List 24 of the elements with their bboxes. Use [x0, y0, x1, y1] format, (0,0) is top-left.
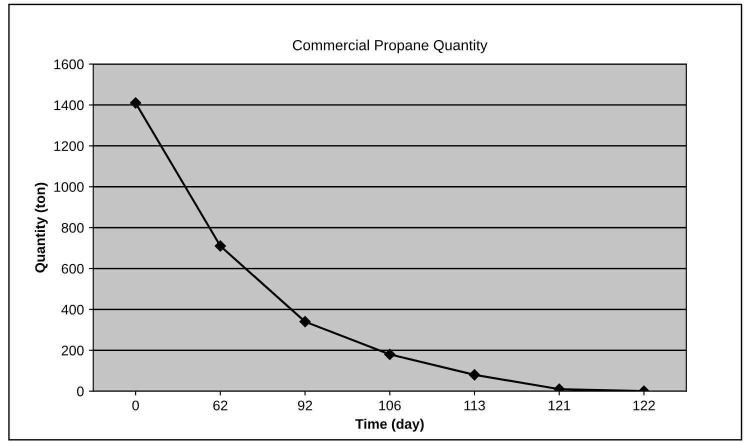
point — [384, 348, 396, 360]
x-axis-title: Time (day) — [355, 418, 424, 432]
x-tick-label: 106 — [379, 400, 401, 410]
point — [299, 316, 311, 328]
x-tick-label: 121 — [548, 400, 570, 410]
y-tick-label: 1000 — [54, 182, 84, 192]
y-tick-label: 400 — [61, 304, 84, 315]
x-tick-label: 122 — [633, 400, 655, 410]
x-tick-label: 0 — [132, 400, 139, 410]
y-axis-title: Quantity (ton) — [34, 182, 48, 273]
point — [130, 97, 142, 109]
y-tick-label: 1400 — [54, 100, 84, 110]
point — [468, 369, 480, 380]
x-tick-label: 92 — [298, 400, 312, 410]
y-tick-label: 1200 — [54, 141, 84, 152]
x-tick-label: 62 — [213, 400, 228, 410]
y-tick-label: 0 — [77, 386, 84, 396]
y-tick-label: 1600 — [54, 59, 84, 70]
y-tick-label: 800 — [62, 222, 84, 233]
y-tick-label: 200 — [62, 346, 84, 356]
point — [214, 240, 226, 252]
chart-title: Commercial Propane Quantity — [292, 40, 488, 54]
x-tick-label: 113 — [464, 400, 485, 410]
y-tick-label: 600 — [62, 264, 84, 274]
